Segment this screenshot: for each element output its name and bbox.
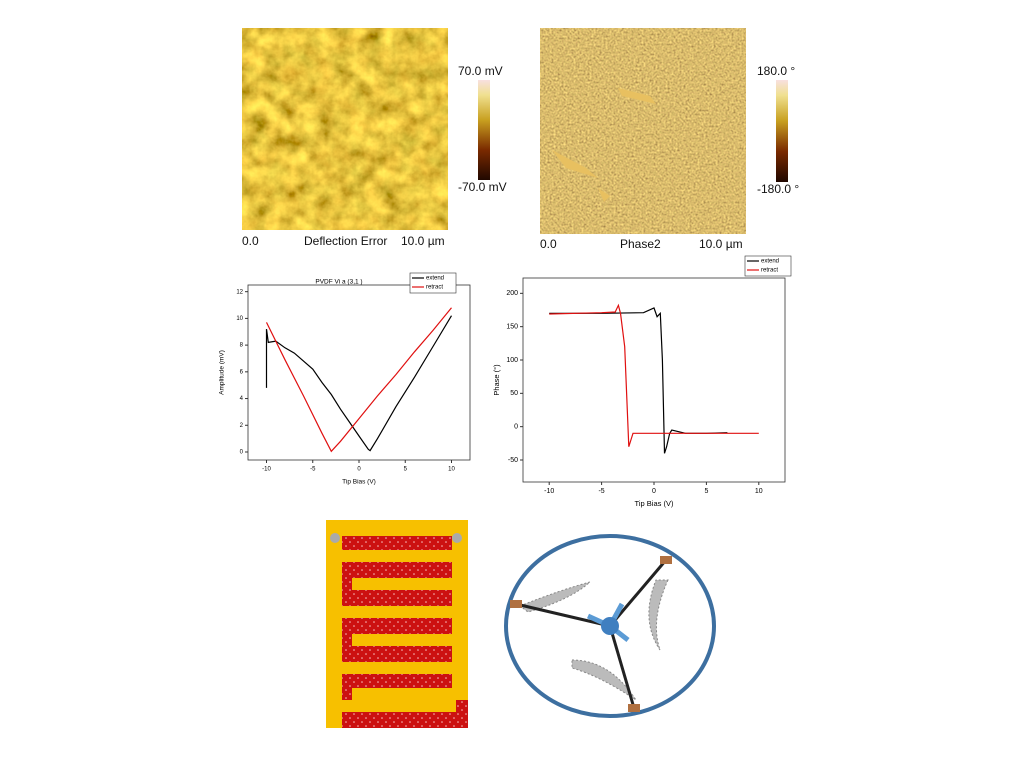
x-end: 10.0 µm [401, 234, 445, 248]
y-tick-label: 150 [506, 324, 518, 331]
y-tick-label: 2 [240, 423, 244, 429]
afm-panel: 180.0 ° -180.0 ° 0.0 Phase2 10.0 µm [540, 28, 799, 251]
x-axis-label: Tip Bias (V) [342, 479, 376, 486]
plot-frame [247, 284, 471, 461]
y-tick-label: 4 [240, 396, 244, 402]
y-tick-label: 200 [506, 290, 518, 297]
data-line [265, 307, 452, 453]
x-tick-label: 5 [704, 488, 708, 495]
x-tick-label: 5 [404, 467, 408, 473]
rotor-diagram [504, 534, 716, 718]
scale-min: -180.0 ° [757, 182, 799, 196]
legend-label: retract [761, 268, 778, 274]
x-axis-label: Tip Bias (V) [635, 499, 674, 508]
y-tick-label: 50 [510, 390, 518, 397]
y-tick-label: 0 [240, 450, 244, 456]
x-tick-label: -10 [262, 467, 271, 473]
electrode-diagram [326, 520, 468, 728]
data-line [549, 303, 759, 447]
y-tick-label: 8 [240, 343, 244, 349]
y-tick-label: 100 [506, 357, 518, 364]
channel: Deflection Error [304, 234, 387, 248]
scale-min: -70.0 mV [458, 180, 507, 194]
y-axis-label: Phase (°) [492, 364, 501, 396]
y-tick-label: 10 [236, 316, 243, 322]
x-end: 10.0 µm [699, 237, 743, 251]
scale-max: 70.0 mV [458, 64, 503, 78]
legend-label: retract [426, 285, 443, 291]
y-tick-label: 6 [240, 369, 244, 375]
x-tick-label: 0 [357, 467, 361, 473]
data-line [265, 315, 453, 452]
afm-image [242, 28, 448, 230]
x-tick-label: -5 [310, 467, 316, 473]
afm-panel: 70.0 mV -70.0 mV 0.0 Deflection Error 10… [242, 28, 507, 248]
channel: Phase2 [620, 237, 661, 251]
afm-image [540, 28, 746, 234]
y-axis-label: Amplitude (mV) [219, 350, 226, 395]
x-tick-label: -10 [544, 488, 554, 495]
data-line [549, 307, 728, 454]
color-bar [478, 80, 490, 180]
x-tick-label: 0 [652, 488, 656, 495]
legend-label: extend [426, 276, 444, 282]
x-tick-label: 10 [448, 467, 455, 473]
x-tick-label: 10 [755, 488, 763, 495]
y-tick-label: 12 [236, 289, 243, 295]
y-tick-label: -50 [508, 457, 518, 464]
legend-label: extend [761, 259, 779, 265]
x-tick-label: -5 [598, 488, 604, 495]
x-start: 0.0 [242, 234, 259, 248]
y-tick-label: 0 [514, 424, 518, 431]
x-start: 0.0 [540, 237, 557, 251]
scale-max: 180.0 ° [757, 64, 795, 78]
afm-feature [552, 88, 656, 202]
chart-title: PVDF Vi a (3,1 ) [315, 279, 362, 286]
color-bar [776, 80, 788, 182]
